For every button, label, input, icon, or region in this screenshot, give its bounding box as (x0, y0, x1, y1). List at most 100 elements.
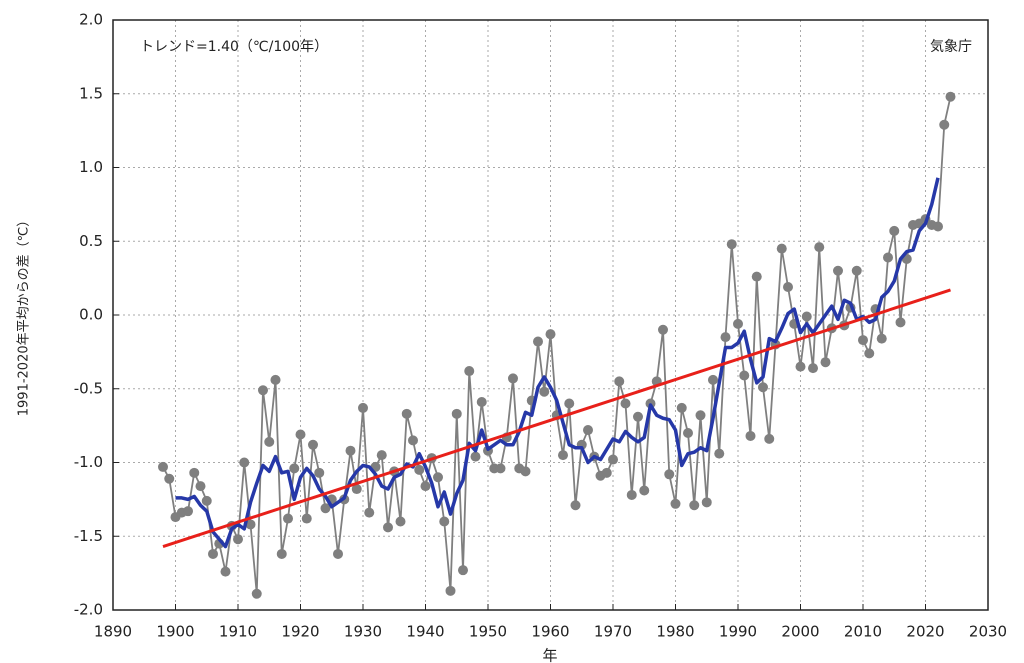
data-point (833, 265, 843, 276)
data-point (620, 398, 631, 409)
data-point (320, 503, 331, 514)
data-point (739, 370, 750, 381)
data-point (676, 402, 687, 413)
data-point (408, 435, 418, 446)
data-point (864, 348, 875, 359)
data-point (295, 429, 306, 440)
x-tick-label: 1970 (594, 623, 632, 641)
annotation: トレンド=1.40（℃/100年） (140, 39, 328, 55)
data-point (795, 361, 806, 372)
y-tick-label: -1.5 (74, 527, 103, 545)
data-point (720, 332, 731, 343)
y-tick-label: -1.0 (74, 453, 103, 471)
x-axis-label: 年 (542, 647, 557, 663)
data-point (895, 317, 906, 328)
data-point (639, 485, 650, 496)
data-point (508, 373, 518, 384)
y-tick-label: -2.0 (74, 601, 103, 619)
y-tick-label: 0.5 (79, 232, 103, 250)
data-point (476, 397, 487, 408)
y-tick-label: -0.5 (74, 379, 103, 397)
data-point (570, 500, 581, 511)
data-point (401, 408, 412, 419)
data-point (533, 336, 543, 347)
data-point (670, 498, 681, 509)
x-tick-label: 2030 (969, 623, 1007, 641)
data-point (933, 221, 943, 232)
data-point (626, 489, 637, 500)
data-point (601, 467, 612, 478)
data-point (414, 464, 425, 475)
data-point (183, 506, 193, 517)
data-point (233, 534, 243, 545)
data-point (201, 495, 212, 506)
data-point (314, 467, 325, 478)
y-tick-label: 1.0 (79, 158, 103, 176)
data-point (289, 463, 300, 474)
data-point (395, 516, 406, 527)
data-point (683, 428, 693, 438)
x-tick-label: 2020 (906, 623, 944, 641)
data-point (464, 366, 475, 377)
x-tick-label: 1890 (94, 623, 132, 641)
x-tick-label: 1960 (531, 623, 569, 641)
data-point (545, 329, 556, 340)
data-point (664, 469, 675, 480)
data-point (420, 481, 431, 492)
data-point (889, 225, 900, 236)
data-point (801, 311, 812, 322)
data-point (751, 271, 762, 282)
data-point (708, 374, 718, 385)
data-point (695, 410, 706, 421)
data-point (195, 481, 206, 492)
x-tick-label: 2010 (844, 623, 882, 641)
data-point (814, 242, 825, 253)
data-point (164, 473, 175, 484)
data-point (701, 497, 712, 508)
data-point (945, 91, 956, 102)
data-point (939, 119, 950, 130)
data-point (714, 448, 725, 459)
data-point (733, 318, 743, 329)
data-point (245, 519, 256, 530)
data-point (220, 566, 231, 577)
data-point (276, 548, 287, 559)
running-mean-line (175, 177, 940, 549)
x-tick-label: 1920 (281, 623, 319, 641)
data-point (433, 472, 443, 483)
data-point (308, 439, 318, 450)
data-point (558, 450, 568, 461)
data-point (451, 408, 462, 419)
data-point (345, 445, 356, 456)
data-point (251, 588, 262, 599)
data-point (851, 265, 862, 276)
data-point (351, 484, 362, 495)
data-point (820, 357, 831, 368)
data-point (470, 451, 481, 462)
data-point (264, 436, 275, 447)
data-point (383, 522, 393, 533)
data-point (258, 385, 268, 396)
data-point (158, 461, 168, 472)
data-point (776, 243, 787, 254)
x-tick-label: 1950 (469, 623, 507, 641)
data-point (301, 513, 312, 524)
plot-frame (112, 19, 989, 611)
data-point (764, 433, 775, 444)
data-point (239, 457, 250, 468)
data-point (658, 324, 668, 335)
data-point (689, 500, 700, 511)
x-tick-label: 2000 (781, 623, 819, 641)
data-point (583, 425, 593, 436)
data-point (783, 281, 793, 292)
data-point (189, 467, 200, 478)
data-point (283, 513, 293, 524)
data-point (883, 252, 893, 263)
data-point (564, 398, 575, 409)
x-tick-label: 1990 (719, 623, 757, 641)
data-point (758, 382, 768, 393)
y-tick-label: 2.0 (79, 11, 103, 29)
data-point (520, 466, 531, 477)
x-tick-label: 1900 (156, 623, 194, 641)
